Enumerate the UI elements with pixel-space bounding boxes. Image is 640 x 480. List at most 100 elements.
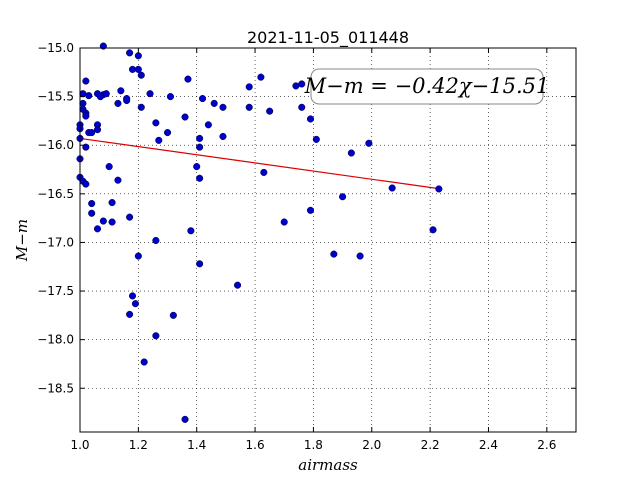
fit-annotation: M−m = −0.42χ−15.51 bbox=[304, 74, 550, 98]
data-points bbox=[76, 42, 443, 423]
x-tick-label: 2.6 bbox=[537, 438, 556, 452]
data-point bbox=[169, 311, 177, 319]
data-point bbox=[108, 218, 116, 226]
data-point bbox=[266, 107, 274, 115]
data-point bbox=[312, 135, 320, 143]
data-point bbox=[126, 310, 134, 318]
y-tick-label: −18.5 bbox=[37, 381, 74, 395]
y-axis-label: M−m bbox=[13, 219, 31, 262]
data-point bbox=[204, 121, 212, 129]
x-tick-label: 2.4 bbox=[479, 438, 498, 452]
x-tick-label: 1.4 bbox=[187, 438, 206, 452]
data-point bbox=[298, 80, 306, 88]
data-point bbox=[347, 149, 355, 157]
data-point bbox=[93, 225, 102, 233]
y-tick-labels: −15.0 −15.5 −16.0 −16.5 −17.0 −17.5 −18.0 −18.5 bbox=[37, 41, 74, 395]
data-point bbox=[388, 184, 396, 192]
y-tick-label: −15.5 bbox=[37, 90, 74, 104]
data-point bbox=[166, 93, 174, 101]
axis-ticks bbox=[79, 47, 576, 432]
data-point bbox=[306, 115, 315, 123]
data-point bbox=[298, 103, 306, 111]
data-point bbox=[114, 176, 122, 184]
data-point bbox=[196, 134, 204, 142]
fit-line bbox=[79, 137, 439, 190]
x-tick-label: 1.6 bbox=[246, 438, 265, 452]
data-point bbox=[234, 281, 242, 289]
data-point bbox=[93, 126, 102, 134]
data-point bbox=[306, 206, 315, 214]
fit-annotation-box: M−m = −0.42χ−15.51 bbox=[304, 68, 550, 105]
x-tick-label: 2.0 bbox=[362, 438, 381, 452]
y-tick-label: −17.0 bbox=[37, 235, 74, 249]
y-tick-label: −16.0 bbox=[37, 138, 74, 152]
data-point bbox=[117, 87, 125, 95]
data-point bbox=[82, 77, 90, 85]
data-point bbox=[280, 218, 288, 226]
data-point bbox=[245, 103, 253, 111]
data-point bbox=[88, 209, 96, 217]
y-tick-label: −18.0 bbox=[37, 333, 74, 347]
data-point bbox=[88, 199, 96, 208]
y-tick-label: −16.5 bbox=[37, 187, 74, 201]
data-point bbox=[126, 49, 134, 57]
x-tick-labels: 1.0 1.2 1.4 1.6 1.8 2.0 2.2 2.4 2.6 bbox=[70, 438, 556, 452]
data-point bbox=[219, 132, 227, 141]
data-point bbox=[105, 163, 113, 171]
data-point bbox=[128, 292, 137, 300]
data-point bbox=[96, 93, 104, 101]
data-point bbox=[356, 252, 364, 260]
data-point bbox=[99, 217, 107, 225]
x-axis-label: airmass bbox=[298, 456, 358, 474]
data-point bbox=[155, 136, 163, 144]
y-tick-label: −17.5 bbox=[37, 284, 74, 298]
data-point bbox=[435, 185, 443, 193]
data-point bbox=[102, 90, 110, 98]
data-point bbox=[196, 260, 204, 268]
data-point bbox=[131, 300, 139, 308]
x-tick-label: 1.0 bbox=[70, 438, 89, 452]
data-point bbox=[181, 415, 189, 423]
data-point bbox=[108, 199, 116, 207]
data-point bbox=[152, 236, 160, 245]
data-point bbox=[339, 193, 347, 201]
data-point bbox=[193, 163, 201, 171]
data-point bbox=[82, 180, 90, 188]
data-point bbox=[152, 332, 160, 340]
chart-title: 2021-11-05_011448 bbox=[247, 28, 409, 48]
data-point bbox=[198, 95, 207, 103]
data-point bbox=[152, 119, 160, 127]
plot-frame bbox=[79, 47, 577, 433]
data-point bbox=[196, 174, 204, 182]
data-point bbox=[134, 65, 142, 73]
x-tick-label: 2.2 bbox=[421, 438, 440, 452]
data-point bbox=[181, 113, 189, 121]
data-point bbox=[196, 143, 204, 151]
data-point bbox=[114, 99, 122, 107]
data-point bbox=[146, 90, 154, 98]
data-point bbox=[140, 358, 148, 366]
x-tick-label: 1.8 bbox=[304, 438, 323, 452]
data-point bbox=[184, 75, 192, 83]
data-point bbox=[82, 112, 90, 120]
data-point bbox=[88, 129, 96, 137]
data-point bbox=[245, 83, 253, 91]
data-point bbox=[163, 129, 172, 137]
data-point bbox=[330, 250, 338, 258]
data-point bbox=[137, 103, 145, 111]
y-tick-label: −15.0 bbox=[37, 41, 74, 55]
data-point bbox=[187, 227, 195, 235]
data-point bbox=[137, 71, 145, 79]
data-point bbox=[257, 73, 265, 81]
data-point bbox=[85, 92, 93, 100]
data-point bbox=[365, 139, 373, 147]
data-point bbox=[260, 168, 268, 176]
data-point bbox=[429, 226, 437, 234]
data-point bbox=[126, 213, 134, 221]
data-point bbox=[134, 52, 142, 60]
data-point bbox=[210, 99, 218, 107]
x-tick-label: 1.2 bbox=[129, 438, 148, 452]
data-point bbox=[219, 103, 227, 111]
data-point bbox=[134, 252, 142, 260]
